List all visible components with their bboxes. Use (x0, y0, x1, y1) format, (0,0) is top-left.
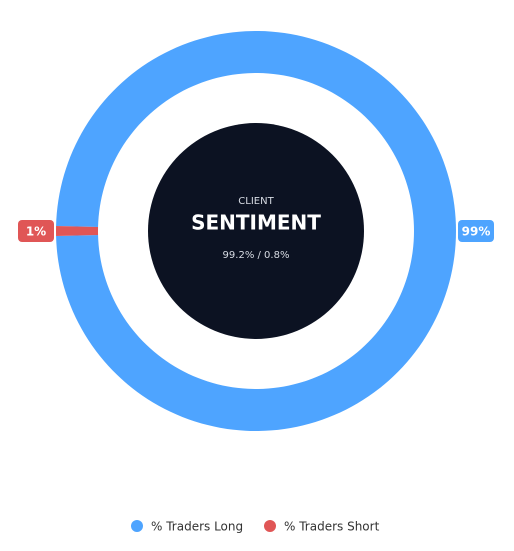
chart-title: SENTIMENT (191, 211, 321, 235)
value-label: 99% (462, 225, 491, 239)
value-label-group: 1% (18, 220, 54, 242)
legend-label: % Traders Long (151, 520, 243, 534)
legend-label: % Traders Short (284, 520, 380, 534)
legend-swatch (131, 520, 143, 532)
value-label-box (18, 220, 54, 242)
chart-subtitle: CLIENT (238, 196, 274, 207)
value-label-box (458, 220, 494, 242)
legend-swatch (264, 520, 276, 532)
center-text: 99.2% / 0.8% (223, 250, 290, 261)
value-label-group: 99% (458, 220, 494, 242)
value-label: 1% (26, 225, 46, 239)
center-disc (148, 123, 364, 339)
donut-segment (55, 225, 99, 237)
